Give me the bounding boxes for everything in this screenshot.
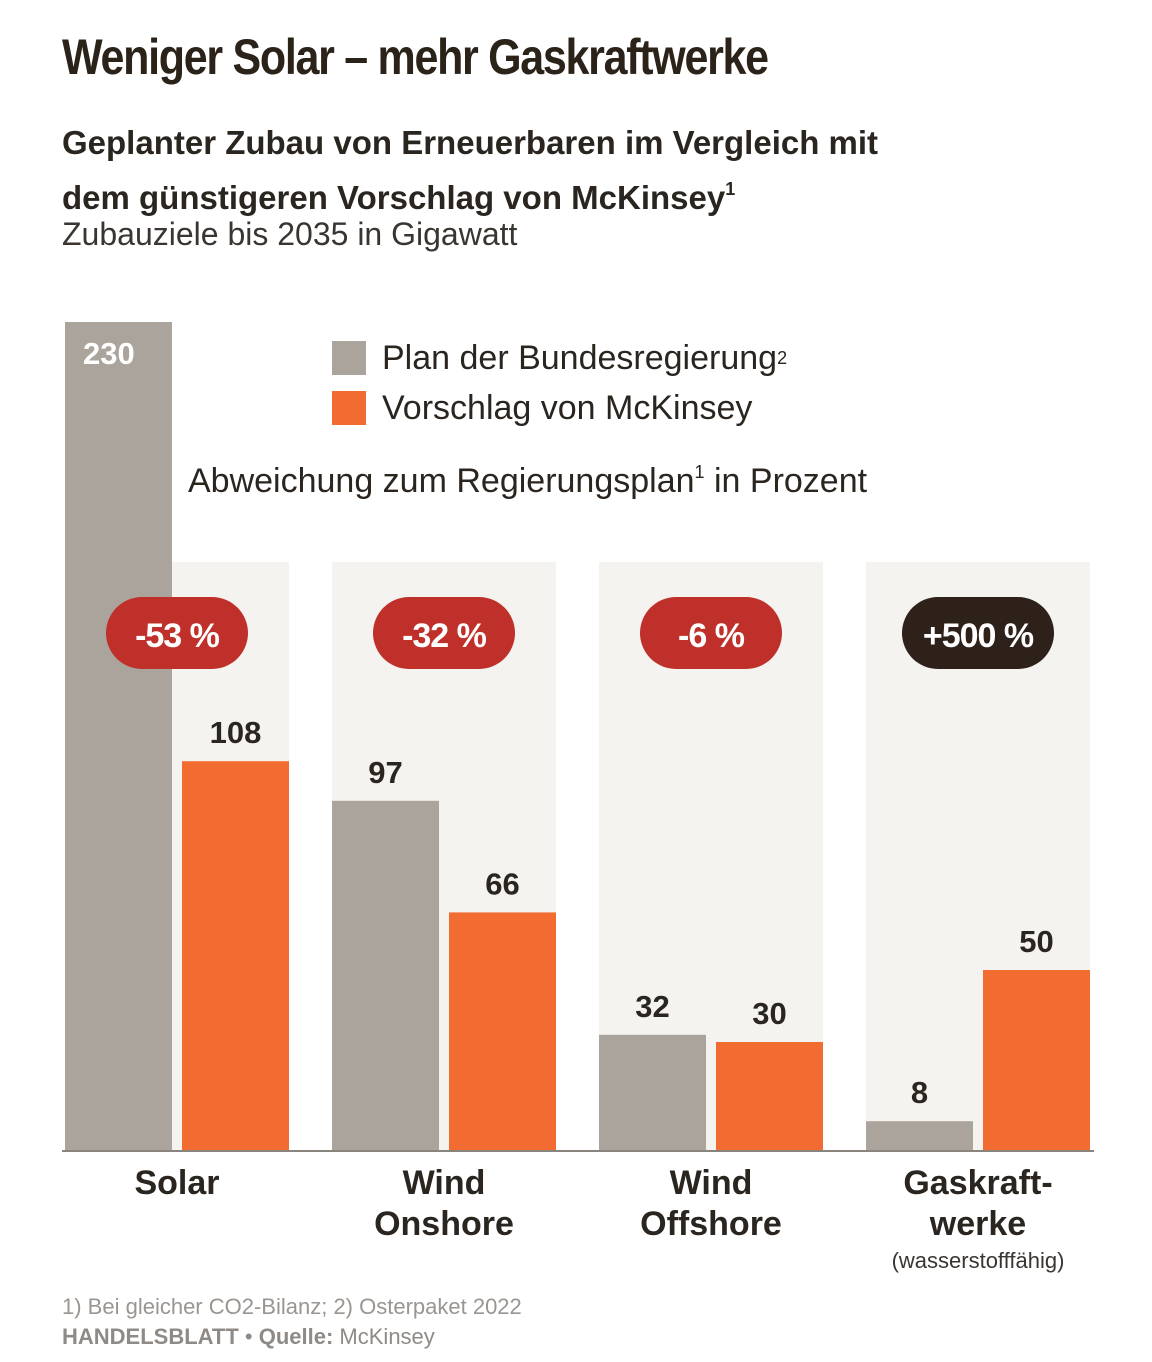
data-label: 8: [911, 1075, 928, 1110]
category-label: Gaskraft-: [903, 1164, 1052, 1202]
bar-plan: [599, 1034, 706, 1150]
bar-mckinsey: [983, 970, 1090, 1150]
subtitle-footnote-mark: 1: [725, 179, 736, 199]
deviation-label-text: Abweichung zum Regierungsplan: [188, 462, 695, 500]
credit-line: HANDELSBLATT • Quelle: McKinsey: [62, 1324, 435, 1350]
deviation-badge: [373, 597, 515, 669]
source: McKinsey: [333, 1324, 435, 1349]
data-label: 32: [635, 989, 669, 1024]
bar-mckinsey: [449, 912, 556, 1150]
deviation-badge: [902, 597, 1054, 669]
subtitle-line-2: dem günstigeren Vorschlag von McKinsey: [62, 179, 726, 216]
data-label: 66: [485, 866, 519, 901]
deviation-label-suffix: in Prozent: [704, 462, 868, 500]
bar-plan: [332, 800, 439, 1150]
category-label: Wind: [670, 1164, 753, 1202]
data-label: 50: [1019, 924, 1053, 959]
deviation-badge: [640, 597, 782, 669]
credit-separator: •: [238, 1324, 259, 1349]
category-label: Solar: [134, 1164, 219, 1202]
footnote: 1) Bei gleicher CO2-Bilanz; 2) Osterpake…: [62, 1294, 522, 1319]
deviation-label: Abweichung zum Regierungsplan1 in Prozen…: [188, 462, 867, 501]
chart-subtitle: Geplanter Zubau von Erneuerbaren im Verg…: [62, 120, 1102, 221]
deviation-badge-label: -6 %: [678, 617, 745, 655]
category-note: (wasserstofffähig): [892, 1248, 1065, 1273]
category-label: Onshore: [374, 1205, 514, 1243]
deviation-badge: [106, 597, 248, 669]
legend-item-mckinsey: Vorschlag von McKinsey: [332, 383, 787, 433]
deviation-badge-label: +500 %: [923, 617, 1034, 655]
bar-mckinsey: [182, 761, 289, 1150]
legend-footnote-mark: 2: [777, 347, 788, 368]
source-label: Quelle:: [258, 1324, 334, 1349]
legend-label-plan: Plan der Bundesregierung: [382, 338, 778, 377]
bar-plan: [65, 322, 172, 1150]
legend-swatch-mckinsey: [332, 391, 366, 425]
data-label: 230: [83, 336, 135, 371]
data-label: 97: [368, 755, 402, 790]
legend-item-plan: Plan der Bundesregierung 2: [332, 333, 787, 383]
data-label: 30: [752, 996, 786, 1031]
category-label: werke: [929, 1205, 1026, 1243]
unit-label: Zubauziele bis 2035 in Gigawatt: [62, 216, 518, 252]
subtitle-line-1: Geplanter Zubau von Erneuerbaren im Verg…: [62, 124, 879, 161]
publisher: HANDELSBLATT: [62, 1324, 239, 1349]
bar-mckinsey: [716, 1042, 823, 1150]
legend: Plan der Bundesregierung 2 Vorschlag von …: [332, 333, 787, 433]
deviation-badge-label: -53 %: [135, 617, 220, 655]
bar-chart: -53 % -32 % -6 % +500 % 230 108 97 66 32 30 8 50 S…: [62, 322, 1094, 1273]
category-label: Wind: [403, 1164, 486, 1202]
chart-title: Weniger Solar – mehr Gaskraftwerke: [62, 29, 769, 85]
deviation-footnote-mark: 1: [694, 462, 705, 482]
legend-swatch-plan: [332, 341, 366, 375]
legend-label-mckinsey: Vorschlag von McKinsey: [382, 388, 753, 427]
category-label: Offshore: [640, 1205, 782, 1243]
bar-plan: [866, 1121, 973, 1150]
deviation-badge-label: -32 %: [402, 617, 487, 655]
data-label: 108: [210, 715, 262, 750]
